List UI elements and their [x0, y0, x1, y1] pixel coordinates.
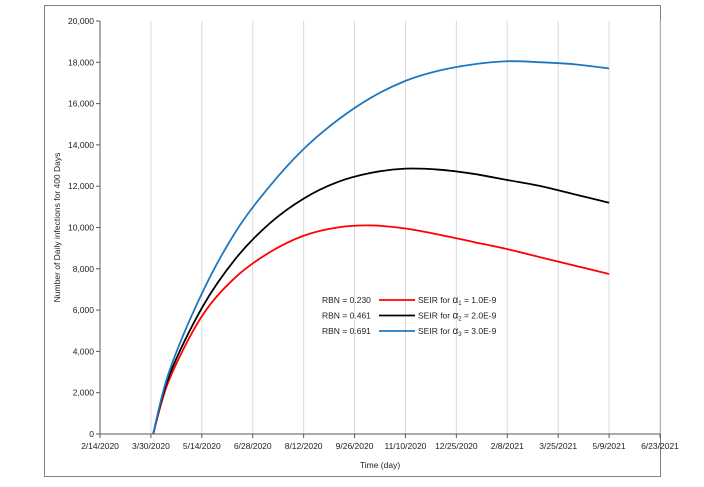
- x-tick-label: 2/14/2020: [81, 441, 119, 451]
- legend-label: SEIR for α1 = 1.0E-9: [418, 295, 497, 307]
- y-tick-label: 12,000: [68, 181, 94, 191]
- y-tick-label: 2,000: [73, 388, 95, 398]
- x-tick-label: 6/23/2021: [641, 441, 679, 451]
- legend-entry: RBN = 0.461 SEIR for α2 = 2.0E-9: [322, 311, 497, 323]
- x-tick-label: 12/25/2020: [435, 441, 478, 451]
- x-tick-label: 6/28/2020: [234, 441, 272, 451]
- y-tick-label: 4,000: [73, 346, 95, 356]
- y-tick-label: 0: [89, 429, 94, 439]
- y-tick-label: 20,000: [68, 16, 94, 26]
- y-tick-label: 10,000: [68, 223, 94, 233]
- x-tick-label: 5/14/2020: [183, 441, 221, 451]
- legend-label: SEIR for α2 = 2.0E-9: [418, 311, 497, 323]
- legend-label: SEIR for α3 = 3.0E-9: [418, 326, 497, 338]
- x-tick-label: 3/25/2021: [539, 441, 577, 451]
- legend-rbn-label: RBN = 0.461: [322, 311, 371, 321]
- legend-rbn-label: RBN = 0.691: [322, 326, 371, 336]
- series-line: [152, 60, 610, 435]
- axes: 2/14/2020 3/30/2020 5/14/2020 6/28/2020 8/12…: [68, 16, 679, 451]
- y-tick-label: 14,000: [68, 140, 94, 150]
- legend-entry: RBN = 0.230 SEIR for α1 = 1.0E-9: [322, 295, 497, 307]
- x-tick-label: 11/10/2020: [384, 441, 426, 451]
- x-tick-label: 8/12/2020: [285, 441, 323, 451]
- series-lines: [152, 60, 610, 435]
- y-tick-label: 6,000: [73, 305, 95, 315]
- legend-entry: RBN = 0.691 SEIR for α3 = 3.0E-9: [322, 326, 497, 338]
- x-tick-label: 2/8/2021: [491, 441, 524, 451]
- y-tick-label: 8,000: [73, 264, 95, 274]
- x-axis-title: Time (day): [360, 460, 400, 470]
- legend-rbn-label: RBN = 0.230: [322, 295, 371, 305]
- series-line: [152, 224, 610, 435]
- x-tick-label: 3/30/2020: [132, 441, 170, 451]
- x-tick-label: 5/9/2021: [593, 441, 626, 451]
- x-tick-label: 9/26/2020: [336, 441, 374, 451]
- series-line: [152, 167, 610, 435]
- legend: RBN = 0.230 SEIR for α1 = 1.0E-9 RBN = 0.4…: [322, 295, 497, 338]
- y-tick-label: 18,000: [68, 57, 94, 67]
- y-axis-title: Number of Daily infections for 400 Days: [52, 153, 62, 303]
- y-tick-label: 16,000: [68, 99, 94, 109]
- grid-lines: [150, 21, 661, 434]
